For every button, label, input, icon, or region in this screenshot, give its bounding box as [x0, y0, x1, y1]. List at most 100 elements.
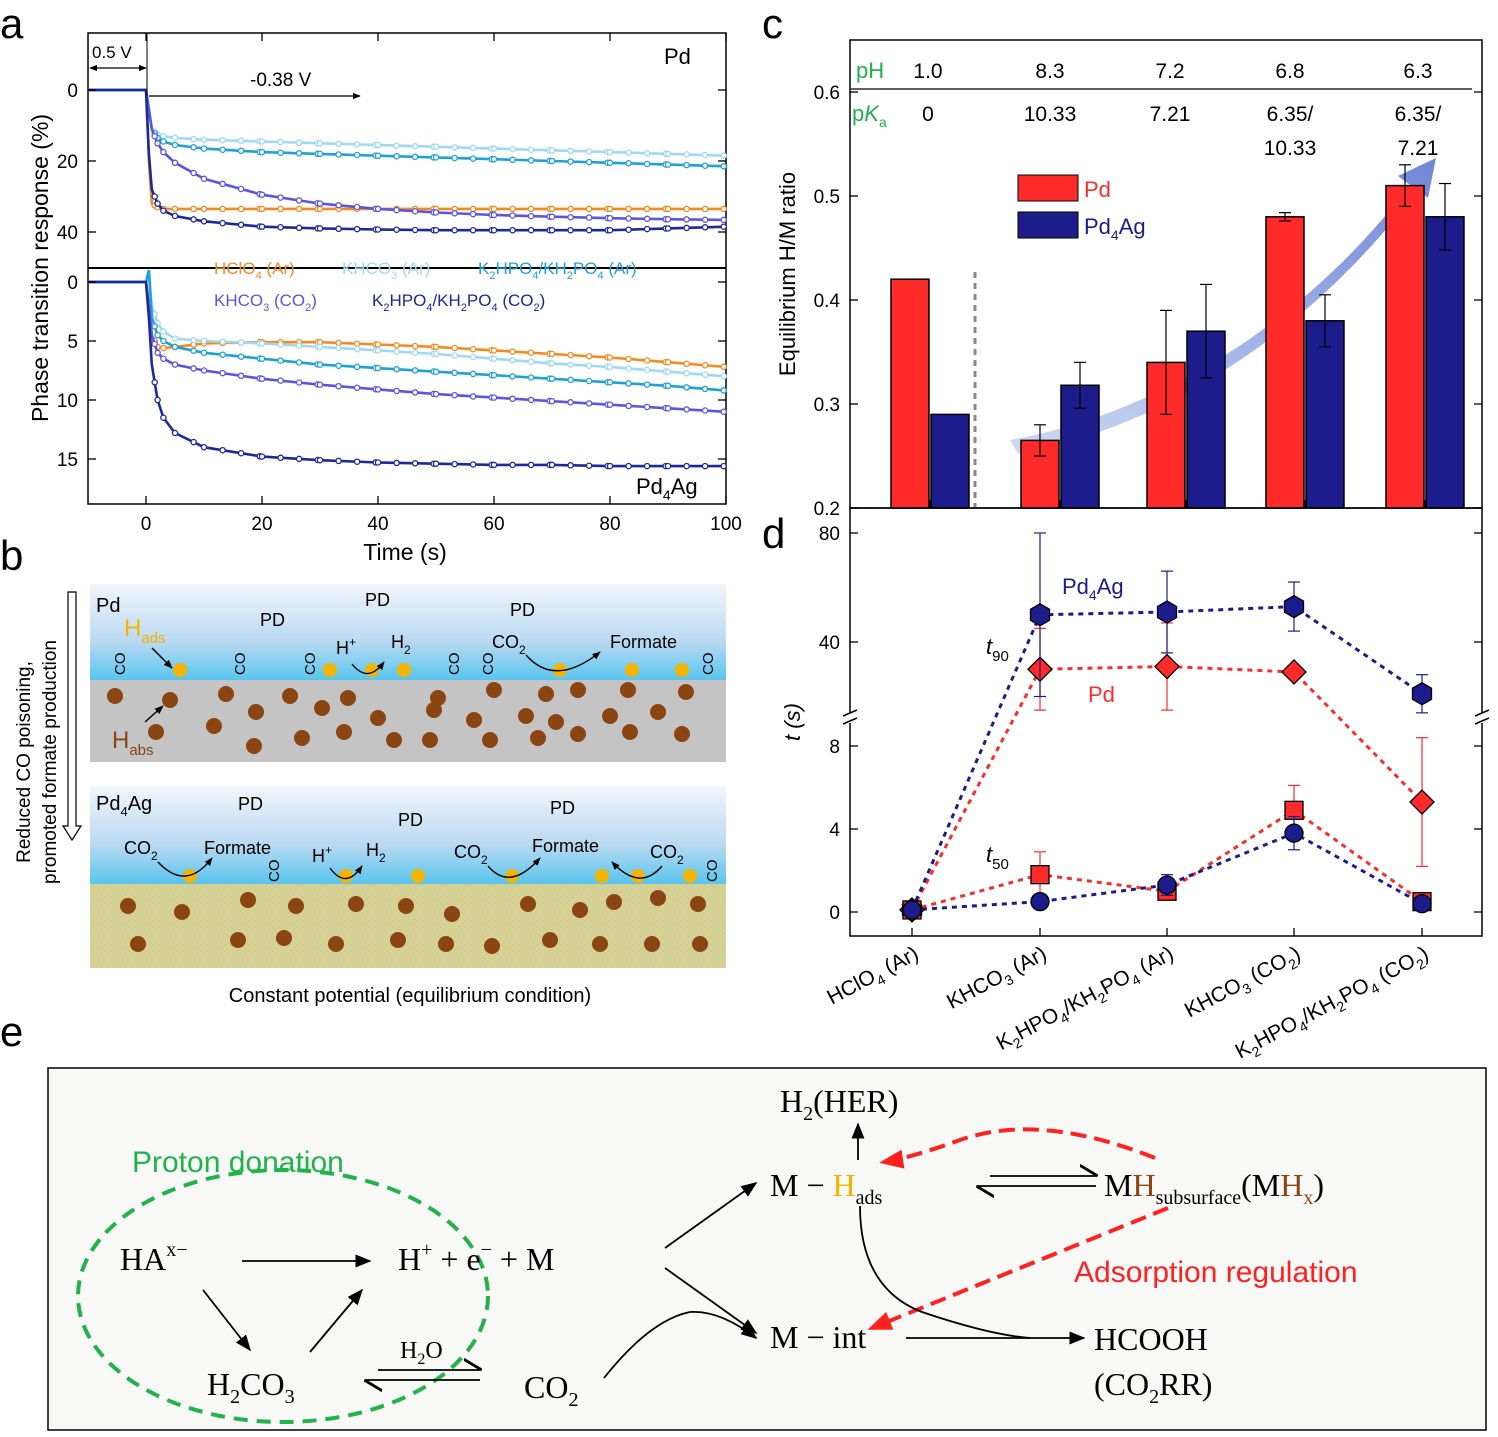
h-ads-dot [323, 663, 337, 677]
panel-c-ylabel: Equilibrium H/M ratio [775, 172, 800, 376]
series-point [469, 353, 477, 361]
panel-label-c: c [762, 0, 783, 47]
series-point [643, 150, 651, 157]
series-point [585, 462, 593, 469]
h-abs-dot [602, 708, 618, 724]
formate-arrow-bot-2 [487, 857, 541, 878]
xtick-label-part: (CO [1241, 949, 1291, 990]
h-abs-dot [288, 898, 304, 914]
series-point [606, 205, 614, 213]
series-point [190, 336, 197, 344]
series-point [643, 205, 651, 213]
series-point [154, 396, 161, 404]
panel-a-ylabel: Phase transition response (%) [27, 114, 53, 422]
pd-label-bot-1: PD [238, 794, 263, 814]
marker-diamond [1154, 653, 1180, 680]
series-point [219, 137, 226, 144]
series-point [490, 226, 498, 234]
co-label: CO [704, 860, 721, 883]
panel-label-d: d [762, 510, 785, 557]
xtick-label: 40 [367, 514, 388, 535]
series-point [567, 376, 574, 384]
series-point [606, 354, 614, 361]
series-point [720, 216, 727, 224]
series-point [237, 449, 245, 457]
arrow-ha-to-h2co3 [202, 1289, 251, 1352]
ytick-label: 0.5 [814, 187, 840, 208]
ytick-label: 0 [67, 81, 78, 102]
series-point [335, 225, 342, 233]
series-point [567, 158, 574, 165]
series-point [154, 200, 161, 207]
series-point [469, 155, 477, 162]
series-point [374, 364, 382, 372]
series-point [393, 348, 400, 355]
panel-d-frame [849, 507, 1483, 937]
series-point [606, 159, 614, 167]
series-point [625, 149, 632, 156]
series-point [606, 401, 614, 408]
series-point [548, 213, 556, 220]
ph-value: 7.2 [1155, 60, 1184, 83]
h2-her-species: H2(HER) [780, 1083, 898, 1125]
arrow-to-m-int [664, 1267, 758, 1334]
series-point [451, 210, 458, 217]
marker-hexagon [1411, 682, 1433, 706]
ytick-label: 15 [57, 450, 78, 471]
series-point [720, 205, 727, 213]
ytick-label: 40 [819, 633, 840, 654]
series-point [374, 141, 382, 149]
series-point [237, 137, 245, 145]
series-point [548, 226, 556, 234]
h-ads-dot [631, 869, 645, 883]
series-point [353, 141, 361, 148]
panel-c: c pH pKa 1.0 8.3 7.2 6.8 6.3 0 10.33 7.21 6.35/1… [762, 0, 1483, 520]
h-abs-dot [692, 936, 708, 952]
series-point [585, 205, 593, 213]
h-abs-dot [206, 718, 222, 734]
bar-pd [890, 278, 930, 509]
series-point [316, 381, 324, 388]
series-point [295, 197, 303, 204]
co-label: CO [446, 653, 463, 676]
series-point [720, 163, 727, 170]
series-point [237, 372, 245, 380]
series-point [160, 337, 167, 345]
series-point [411, 349, 419, 356]
h-ads-dot [411, 869, 425, 883]
ph-header: pH [856, 58, 884, 83]
h-abs-dot [538, 686, 554, 702]
series-point [701, 224, 709, 231]
series-point [411, 142, 419, 150]
panel-a-series [88, 88, 727, 470]
series-point [643, 357, 651, 364]
h-abs-dot [548, 714, 564, 730]
bar-pd4ag [1305, 320, 1345, 509]
legend-phosphate-co2: K2HPO4/KH2PO4 (CO2) [372, 291, 545, 314]
series-point [451, 226, 458, 234]
series-point [664, 462, 672, 470]
series-point [490, 347, 498, 354]
xtick-label-part: HPO [1251, 1012, 1302, 1054]
marker-circle [1157, 875, 1177, 895]
series-line-Pd4Ag-2 [88, 269, 727, 392]
series-point [451, 344, 458, 352]
h-abs-dot [130, 936, 146, 952]
ytick-label: 20 [57, 152, 78, 173]
series-point [374, 152, 382, 159]
pd4ag-slab [90, 884, 726, 968]
series-point [219, 146, 226, 153]
series-point [585, 226, 593, 234]
series-point [219, 219, 226, 227]
ph-value: 6.3 [1403, 60, 1432, 83]
series-point [490, 211, 498, 219]
series-point [160, 132, 167, 140]
series-point [701, 151, 709, 159]
h-abs-dot [622, 724, 638, 740]
series-point [171, 335, 179, 342]
legend-pd4ag-swatch [1017, 211, 1079, 239]
h-abs-dot [336, 724, 352, 740]
series-point [200, 349, 208, 357]
series-point [200, 145, 208, 152]
h-abs-dot [248, 704, 264, 720]
